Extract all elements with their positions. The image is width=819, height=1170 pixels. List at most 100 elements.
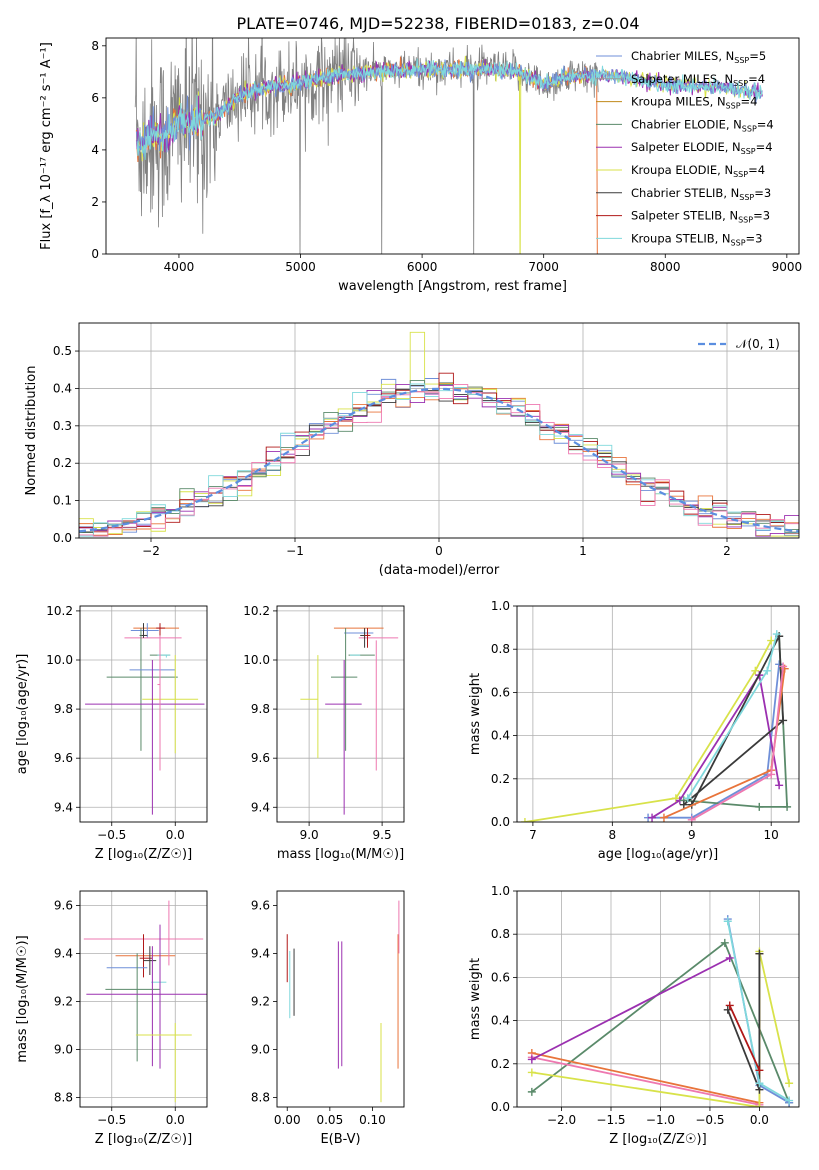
mass-weight-line: [524, 640, 772, 822]
y-tick-label: 0.6: [491, 685, 510, 699]
y-tick-label: 0.5: [53, 344, 72, 358]
plot-area: [83, 900, 207, 1103]
model-spectrum-line: [135, 59, 763, 157]
y-tick-label: 8: [91, 39, 99, 53]
y-tick-label: 2: [91, 195, 99, 209]
x-tick-label: 9: [688, 828, 696, 842]
legend-label: Salpeter STELIB, NSSP=3: [631, 209, 770, 225]
y-tick-label: 0.6: [491, 970, 510, 984]
y-tick-label: 0.1: [53, 494, 72, 508]
y-tick-label: 0.4: [491, 1014, 510, 1028]
y-tick-label: 0.8: [491, 642, 510, 656]
y-tick-label: 9.8: [251, 702, 270, 716]
x-tick-label: −0.5: [695, 1113, 724, 1127]
y-tick-label: 8.8: [251, 1090, 270, 1104]
y-tick-label: 10.2: [243, 604, 270, 618]
plot-area: [79, 331, 799, 538]
y-axis-label: mass [log₁₀(M/M☉)]: [15, 935, 30, 1062]
y-tick-label: 0.2: [491, 1057, 510, 1071]
data-point-marker: [527, 1087, 536, 1096]
plot-area: [286, 900, 400, 1103]
y-tick-label: 9.6: [54, 751, 73, 765]
data-point-marker: [687, 815, 696, 822]
y-tick-label: 0.0: [53, 531, 72, 545]
plot-area: [527, 915, 794, 1107]
x-tick-label: 6000: [407, 260, 438, 274]
data-point-marker: [725, 953, 734, 962]
y-tick-label: 9.0: [251, 1042, 270, 1056]
x-tick-label: 9000: [772, 260, 803, 274]
x-tick-label: −2: [142, 544, 160, 558]
data-point-marker: [783, 802, 792, 811]
data-point-marker: [755, 949, 764, 958]
x-axis-label: Z [log₁₀(Z/Z☉)]: [95, 847, 192, 862]
plot-area: [520, 630, 792, 822]
legend-label: Salpeter MILES, NSSP=4: [631, 72, 765, 88]
x-tick-label: 0: [435, 544, 443, 558]
y-tick-label: 0.0: [491, 815, 510, 829]
data-spectrum-line: [134, 38, 599, 254]
legend-label: Chabrier MILES, NSSP=5: [631, 49, 766, 65]
x-tick-label: 8000: [650, 260, 681, 274]
data-point-marker: [755, 1079, 764, 1088]
y-tick-label: 9.4: [251, 946, 270, 960]
x-tick-label: 0.00: [274, 1113, 301, 1127]
axes-frame: [78, 322, 800, 539]
y-tick-label: 10.0: [46, 653, 73, 667]
y-axis-label: mass weight: [468, 673, 483, 755]
x-tick-label: 9.5: [373, 828, 392, 842]
y-tick-label: 8.8: [54, 1090, 73, 1104]
data-point-marker: [527, 1055, 536, 1064]
mass-weight-line: [651, 672, 780, 819]
legend-label: Chabrier STELIB, NSSP=3: [631, 186, 771, 202]
plot-area: [85, 623, 205, 815]
plot-area: [300, 627, 399, 815]
mass-weight-line: [726, 953, 761, 1091]
y-tick-label: 10.2: [46, 604, 73, 618]
x-tick-label: 8: [609, 828, 617, 842]
x-axis-label: Z [log₁₀(Z/Z☉)]: [609, 1132, 706, 1147]
x-tick-label: −0.5: [97, 1113, 126, 1127]
data-point-marker: [648, 813, 657, 822]
x-axis-label: Z [log₁₀(Z/Z☉)]: [95, 1132, 192, 1147]
x-axis-label: (data-model)/error: [379, 563, 500, 578]
data-point-marker: [772, 630, 781, 639]
y-tick-label: 1.0: [491, 599, 510, 613]
y-tick-label: 6: [91, 91, 99, 105]
legend-label: Kroupa STELIB, NSSP=3: [631, 231, 762, 247]
data-point-marker: [779, 716, 788, 725]
mass-weight-line: [648, 664, 780, 819]
legend-label: 𝒩(0, 1): [736, 337, 780, 351]
y-axis-label: Normed distribution: [24, 366, 39, 496]
data-point-marker: [751, 666, 760, 675]
y-axis-label: age [log₁₀(age/yr)]: [15, 654, 30, 775]
data-point-marker: [767, 636, 776, 645]
model-spectrum-line: [135, 56, 598, 254]
axes-frame: [79, 605, 208, 823]
x-axis-label: E(B-V): [320, 1132, 360, 1147]
x-tick-label: 7: [529, 828, 537, 842]
data-point-marker: [659, 813, 668, 822]
y-tick-label: 4: [91, 143, 99, 157]
data-point-marker: [683, 794, 692, 803]
y-axis-label: mass weight: [468, 958, 483, 1040]
data-point-marker: [755, 1103, 764, 1107]
mass-weight-line: [728, 1005, 761, 1071]
y-tick-label: 9.0: [54, 1042, 73, 1056]
data-point-marker: [785, 1079, 794, 1088]
x-tick-label: 0.05: [316, 1113, 343, 1127]
axes-frame: [516, 605, 800, 823]
spectrum-panel: 4000 5000 6000 7000 8000 9000 0 2 4 6 8 wavelength …: [39, 37, 803, 294]
axes-frame: [516, 890, 800, 1108]
weight-vs-Z-panel: −2.0 −1.5 −1.0 −0.5 0.0 0.0 0.2 0.4 0.6 0.8 1.0 Z […: [468, 884, 800, 1147]
mass-vs-EBV-panel: 0.00 0.05 0.10 8.8 9.0 9.2 9.4 9.6 E(B-V): [251, 890, 405, 1147]
data-point-marker: [527, 1068, 536, 1077]
legend-label: Salpeter ELODIE, NSSP=4: [631, 140, 773, 156]
y-tick-label: 0.2: [53, 456, 72, 470]
y-tick-label: 10.0: [243, 653, 270, 667]
x-axis-label: mass [log₁₀(M/M☉)]: [277, 847, 404, 862]
plot-area: [134, 38, 763, 254]
axes-frame: [276, 890, 405, 1108]
x-tick-label: 10: [764, 828, 779, 842]
age-vs-Z-panel: −0.5 0.0 9.4 9.6 9.8 10.0 10.2 Z [log₁₀(Z/Z☉)] a…: [15, 604, 208, 862]
